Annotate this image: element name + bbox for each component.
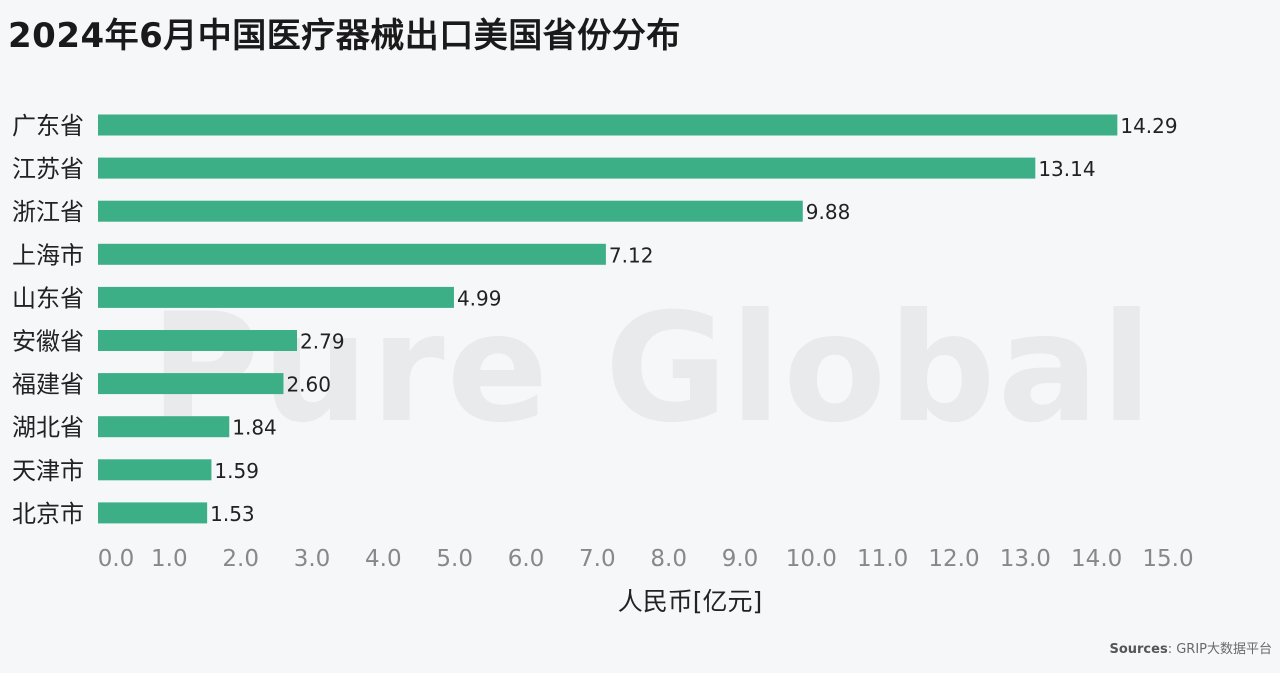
value-label: 13.14 — [1038, 157, 1095, 181]
bar — [98, 200, 803, 222]
x-tick-label: 10.0 — [786, 546, 837, 572]
bar — [98, 330, 298, 351]
x-tick-label: 3.0 — [294, 546, 331, 572]
category-label: 天津市 — [12, 457, 84, 485]
watermark: Pure Global — [150, 282, 1155, 456]
bar — [98, 416, 230, 438]
category-label: 福建省 — [12, 371, 84, 399]
x-axis-label: 人民币[亿元] — [618, 587, 763, 616]
category-label: 北京市 — [12, 500, 84, 528]
x-tick-label: 0.0 — [98, 546, 135, 572]
bar — [98, 157, 1036, 179]
x-tick-label: 15.0 — [1142, 546, 1193, 572]
value-label: 7.12 — [609, 243, 654, 267]
category-label: 江苏省 — [12, 155, 84, 183]
x-tick-label: 6.0 — [508, 546, 545, 572]
x-tick-label: 8.0 — [650, 546, 687, 572]
category-label: 浙江省 — [12, 198, 84, 226]
value-label: 2.60 — [286, 373, 331, 397]
value-label: 9.88 — [806, 200, 851, 224]
category-label: 广东省 — [12, 112, 84, 140]
source-label: Sources — [1109, 642, 1168, 657]
value-label: 1.59 — [214, 459, 259, 483]
category-label: 山东省 — [12, 284, 84, 312]
x-tick-label: 11.0 — [857, 546, 908, 572]
bar — [98, 243, 606, 265]
bar — [98, 286, 454, 308]
value-label: 4.99 — [457, 286, 502, 310]
x-tick-label: 9.0 — [722, 546, 759, 572]
x-tick-label: 2.0 — [222, 546, 259, 572]
x-tick-label: 14.0 — [1071, 546, 1122, 572]
value-label: 2.79 — [300, 330, 345, 354]
source-text: : GRIP大数据平台 — [1167, 642, 1272, 657]
category-label: 安徽省 — [12, 328, 84, 356]
x-tick-label: 12.0 — [928, 546, 979, 572]
x-tick-label: 7.0 — [579, 546, 616, 572]
bar — [98, 373, 284, 395]
x-tick-label: 5.0 — [436, 546, 473, 572]
category-label: 湖北省 — [12, 414, 84, 442]
x-tick-label: 4.0 — [365, 546, 402, 572]
bar — [98, 502, 208, 524]
value-label: 1.53 — [210, 502, 255, 526]
category-label: 上海市 — [12, 241, 84, 269]
x-tick-label: 1.0 — [151, 546, 188, 572]
value-label: 1.84 — [232, 416, 277, 440]
x-tick-label: 13.0 — [1000, 546, 1051, 572]
source-note: Sources: GRIP大数据平台 — [1109, 638, 1272, 657]
value-label: 14.29 — [1120, 114, 1177, 138]
chart-title: 2024年6月中国医疗器械出口美国省份分布 — [8, 16, 681, 56]
bar — [98, 459, 212, 481]
bar — [98, 114, 1118, 136]
